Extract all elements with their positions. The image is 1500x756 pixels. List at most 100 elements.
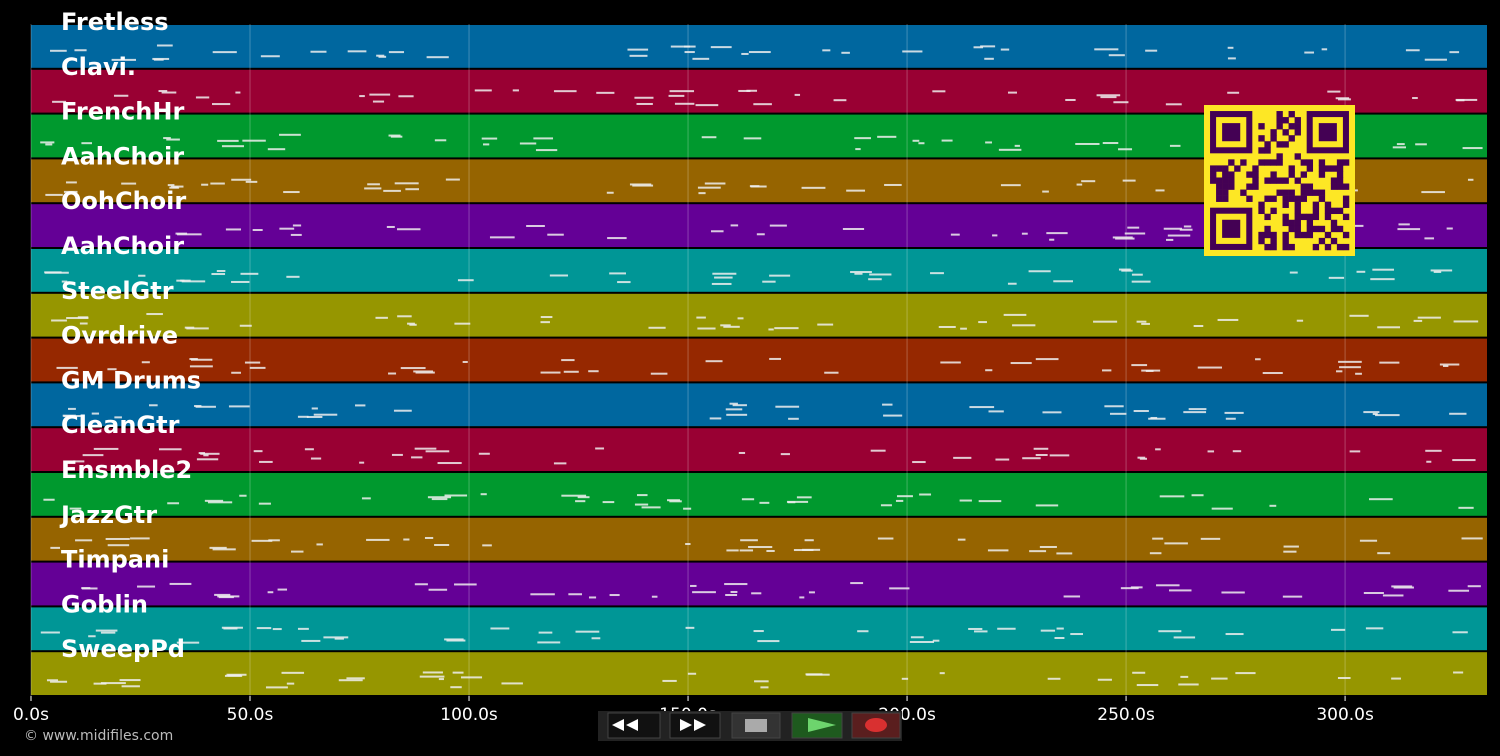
note	[286, 275, 300, 278]
note	[428, 588, 448, 591]
note	[540, 316, 553, 319]
qr-module	[1294, 123, 1301, 130]
note	[407, 322, 415, 325]
qr-module	[1288, 219, 1295, 227]
qr-module	[1258, 123, 1265, 130]
qr-module	[1300, 213, 1307, 221]
note	[709, 417, 722, 420]
note	[279, 133, 301, 136]
note	[854, 137, 871, 140]
note	[1112, 236, 1133, 239]
qr-module	[1318, 165, 1326, 172]
play-icon	[808, 718, 836, 732]
qr-module	[1240, 189, 1247, 196]
note	[690, 584, 697, 587]
qr-module	[1312, 189, 1320, 196]
note	[1283, 545, 1299, 548]
note	[939, 672, 945, 675]
note	[446, 639, 466, 642]
note	[1392, 146, 1406, 149]
note	[272, 628, 282, 631]
qr-module	[1216, 189, 1223, 196]
note	[216, 270, 226, 273]
note	[1211, 507, 1233, 510]
track-name: OohChoir	[61, 187, 186, 215]
note	[1155, 189, 1165, 192]
note	[413, 370, 434, 373]
note	[176, 641, 200, 644]
note	[940, 361, 961, 364]
note	[650, 372, 668, 375]
note	[1131, 273, 1143, 276]
record-button[interactable]	[851, 712, 901, 739]
note	[668, 94, 685, 97]
note	[1093, 320, 1118, 323]
note	[161, 91, 177, 94]
qr-module	[1294, 153, 1301, 160]
note	[483, 143, 490, 146]
note	[1021, 232, 1028, 235]
note	[1100, 96, 1117, 99]
note	[434, 139, 447, 142]
qr-module	[1330, 225, 1338, 233]
note	[769, 357, 781, 360]
note	[400, 367, 426, 370]
note	[239, 494, 247, 497]
qr-finder	[1318, 123, 1337, 142]
note	[575, 500, 586, 503]
qr-module	[1294, 231, 1301, 239]
note	[73, 460, 85, 463]
note	[877, 537, 894, 540]
note	[912, 139, 920, 142]
note	[113, 94, 129, 97]
qr-module	[1282, 189, 1289, 196]
note	[617, 281, 631, 284]
note	[376, 54, 385, 57]
rewind-button[interactable]	[607, 712, 661, 739]
note	[1173, 636, 1196, 639]
qr-module	[1342, 231, 1350, 239]
note	[490, 627, 510, 630]
qr-module	[1324, 243, 1332, 251]
note	[738, 451, 746, 454]
qr-module	[1318, 195, 1326, 202]
qr-module	[1222, 171, 1229, 178]
qr-module	[1318, 189, 1326, 196]
track-name: AahChoir	[61, 232, 184, 260]
note	[1379, 361, 1400, 364]
note	[107, 368, 117, 371]
note	[1425, 449, 1442, 452]
note	[291, 550, 304, 553]
note	[460, 676, 483, 679]
note	[1113, 101, 1129, 104]
note	[1225, 633, 1244, 636]
qr-module	[1222, 165, 1229, 172]
footer: © www.midifiles.com	[24, 728, 173, 744]
forward-button[interactable]	[669, 712, 721, 739]
note	[253, 450, 263, 453]
track-row	[31, 249, 1487, 292]
qr-module	[1330, 177, 1338, 184]
note	[474, 89, 492, 92]
tick-label: 0.0s	[13, 705, 49, 725]
note	[969, 406, 995, 409]
note	[301, 639, 321, 642]
note	[901, 677, 909, 680]
track-row	[31, 517, 1487, 561]
note	[1104, 405, 1124, 408]
note	[259, 460, 273, 463]
note	[669, 500, 682, 503]
note	[725, 408, 743, 411]
play-button[interactable]	[791, 712, 843, 739]
note	[801, 186, 826, 189]
note	[121, 685, 140, 688]
note	[730, 224, 739, 227]
note	[424, 536, 434, 539]
stop-button[interactable]	[731, 712, 781, 739]
note	[359, 461, 365, 464]
note	[711, 282, 732, 285]
note	[1097, 678, 1112, 681]
note	[1169, 589, 1192, 592]
note	[775, 405, 800, 408]
note	[1211, 677, 1228, 680]
